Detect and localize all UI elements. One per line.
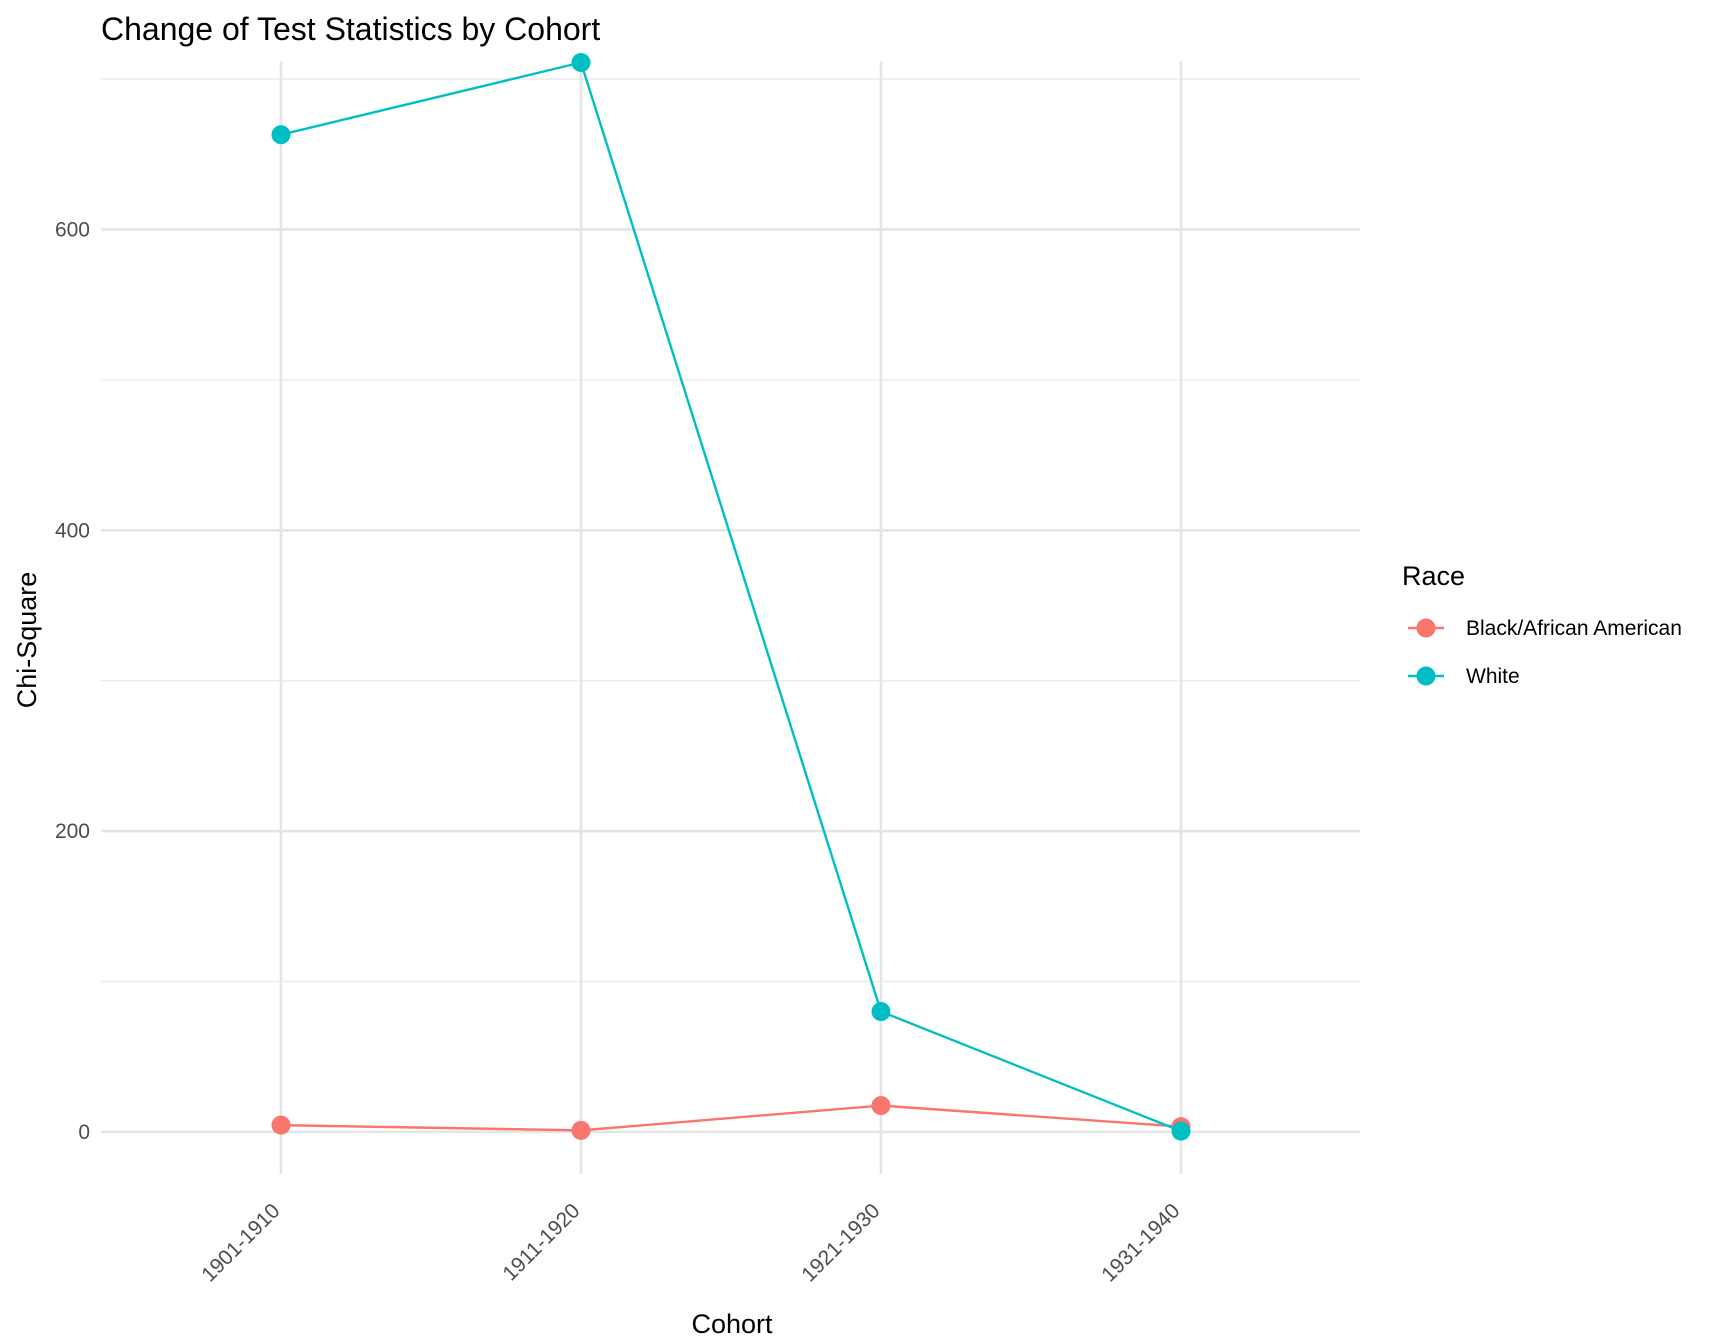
y-tick-label: 400 — [55, 519, 90, 542]
legend: Race Black/African American White — [1402, 561, 1682, 688]
chart-title: Change of Test Statistics by Cohort — [101, 11, 600, 47]
data-point — [871, 1002, 891, 1022]
series-layer — [271, 53, 1191, 1141]
y-tick-label: 0 — [78, 1121, 90, 1144]
x-tick-label: 1901-1910 — [197, 1199, 284, 1286]
legend-items: Black/African American White — [1408, 617, 1682, 688]
y-tick-label: 600 — [55, 218, 90, 241]
data-point — [571, 53, 591, 73]
x-axis-title: Cohort — [691, 1309, 773, 1339]
data-point — [271, 125, 291, 145]
y-axis-title: Chi-Square — [12, 572, 42, 709]
y-tick-label: 200 — [55, 820, 90, 843]
grid-lines — [101, 61, 1360, 1174]
data-point — [871, 1096, 891, 1116]
x-tick-label: 1931-1940 — [1097, 1199, 1184, 1286]
legend-title: Race — [1402, 561, 1465, 591]
series-line — [280, 1104, 1182, 1132]
x-tick-label: 1911-1920 — [498, 1199, 584, 1285]
legend-key-point — [1416, 666, 1436, 686]
data-point — [1171, 1121, 1191, 1141]
series-line — [280, 61, 1182, 1133]
data-point — [571, 1120, 591, 1140]
legend-key-point — [1416, 618, 1436, 638]
legend-label: White — [1466, 665, 1520, 688]
legend-label: Black/African American — [1466, 617, 1682, 640]
x-tick-label: 1921-1930 — [797, 1199, 884, 1286]
data-point — [271, 1115, 291, 1135]
